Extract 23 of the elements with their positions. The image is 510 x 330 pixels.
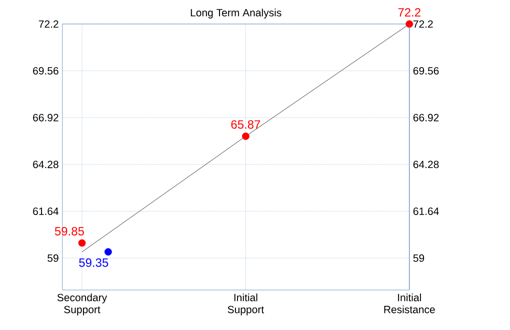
x-tick-label: Initial Support	[228, 294, 264, 316]
y-tick-label: 64.28	[33, 160, 58, 168]
y-tick-label: 59	[48, 254, 58, 262]
chart-title: Long Term Analysis	[190, 8, 282, 18]
y2-tick-label: 72.2	[413, 20, 433, 28]
y-tick-label: 61.64	[33, 208, 59, 215]
y2-tick-label: 61.64	[413, 208, 439, 215]
point	[242, 132, 250, 140]
y2-tick-label: 66.92	[413, 114, 439, 122]
data-label: 72.2	[398, 8, 420, 16]
data-label: 59.85	[54, 226, 84, 236]
point	[406, 20, 414, 28]
x-tick-label: Secondary Support	[57, 294, 108, 316]
data-label: 59.35	[79, 258, 108, 267]
point	[78, 239, 86, 247]
y-tick-label: 72.2	[38, 20, 58, 28]
y2-tick-label: 64.28	[413, 160, 439, 168]
data-label: 65.87	[231, 120, 260, 129]
x-tick-label: Initial Resistance	[384, 294, 435, 314]
y2-tick-label: 69.56	[413, 67, 439, 75]
y-tick-label: 69.56	[33, 67, 58, 75]
y-tick-label: 66.92	[33, 114, 58, 122]
y2-tick-label: 59	[413, 254, 424, 262]
